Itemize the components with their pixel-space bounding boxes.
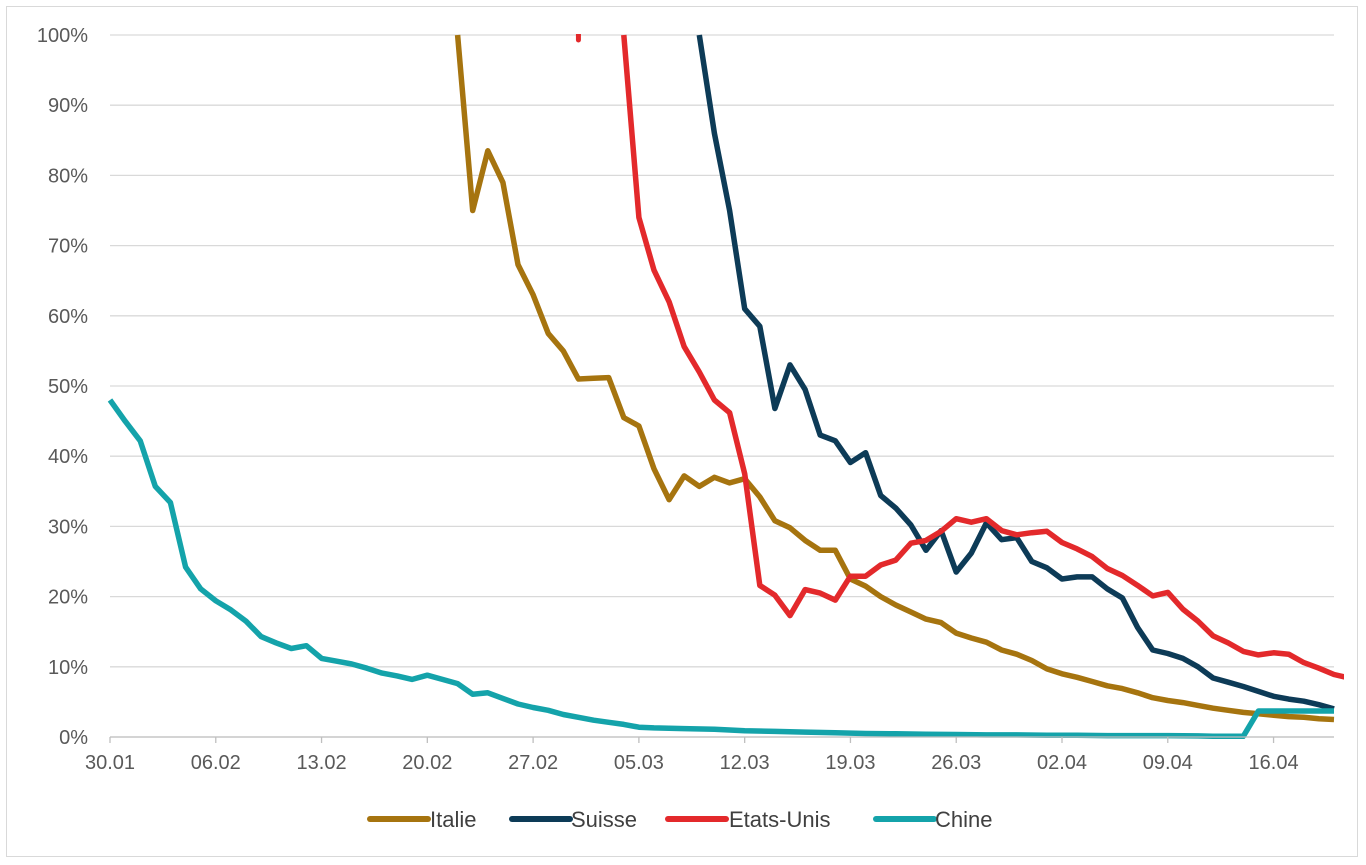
x-tick-label: 12.03 (720, 752, 770, 774)
series-line-suisse (696, 34, 1335, 712)
x-tick-label: 13.02 (297, 752, 347, 774)
y-tick-label: 80% (48, 165, 88, 187)
series-line-etats-unis (621, 34, 1344, 680)
x-tick-label: 20.02 (402, 752, 452, 774)
x-tick-label: 30.01 (85, 752, 135, 774)
x-tick-label: 02.04 (1037, 752, 1087, 774)
legend-label-suisse: Suisse (571, 807, 637, 832)
legend: Italie Suisse Etats-Unis Chine (367, 807, 992, 832)
y-tick-label: 30% (48, 516, 88, 538)
legend-label-chine: Chine (935, 807, 992, 832)
gridlines (110, 34, 1334, 738)
y-tick-label: 70% (48, 236, 88, 258)
y-tick-label: 50% (48, 376, 88, 398)
series-line-italie (454, 34, 1335, 723)
x-tick-label: 09.04 (1143, 752, 1193, 774)
y-tick-label: 0% (59, 727, 88, 749)
legend-label-etats-unis: Etats-Unis (729, 807, 830, 832)
series-lines (107, 34, 1344, 740)
y-tick-label: 40% (48, 446, 88, 468)
x-tick-label: 27.02 (508, 752, 558, 774)
x-tick-label: 16.04 (1249, 752, 1299, 774)
chart-frame (6, 6, 1358, 857)
y-tick-label: 60% (48, 306, 88, 328)
x-tick-label: 05.03 (614, 752, 664, 774)
x-tick-label: 19.03 (825, 752, 875, 774)
y-tick-label: 90% (48, 95, 88, 117)
y-tick-label: 20% (48, 587, 88, 609)
y-tick-label: 100% (37, 25, 88, 47)
y-axis: 0% 10% 20% 30% 40% 50% 60% 70% 80% 90% 100% (37, 25, 88, 749)
series-line-chine (107, 398, 1334, 740)
x-tick-label: 26.03 (931, 752, 981, 774)
x-tick-label: 06.02 (191, 752, 241, 774)
x-axis: 30.01 06.02 13.02 20.02 27.02 05.03 12.03 19.03… (85, 736, 1334, 774)
y-tick-label: 10% (48, 657, 88, 679)
legend-label-italie: Italie (430, 807, 476, 832)
